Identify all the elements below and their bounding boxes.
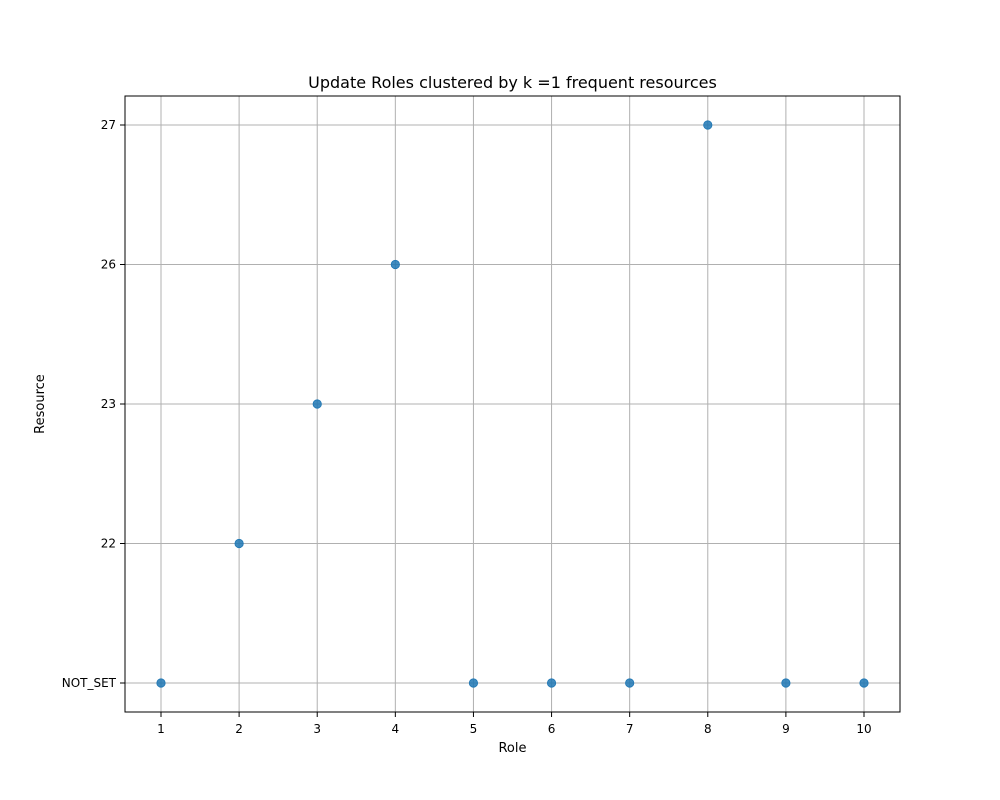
x-tick-label: 4 [392,722,400,736]
y-axis-label: Resource [33,374,48,434]
data-point [625,678,635,688]
grid [125,96,900,712]
x-axis-label: Role [498,741,526,756]
x-tick-label: 6 [548,722,556,736]
data-point [781,678,791,688]
y-tick-label: 26 [101,258,116,272]
data-point [234,538,244,549]
y-tick-label: 22 [101,537,116,551]
x-axis-ticks: 1 2 3 4 5 6 7 8 9 10 [157,712,872,736]
y-tick-label: NOT_SET [62,676,117,690]
data-point [390,259,400,270]
x-tick-label: 1 [157,722,165,736]
data-point [859,678,869,688]
x-tick-label: 3 [313,722,321,736]
y-tick-label: 23 [101,397,116,411]
x-tick-label: 10 [856,722,871,736]
data-point [312,399,322,409]
chart-title: Update Roles clustered by k =1 frequent … [308,73,717,92]
data-point [546,678,557,688]
data-point [703,120,713,130]
x-tick-label: 2 [235,722,243,736]
data-point [468,678,479,688]
x-tick-label: 9 [782,722,790,736]
data-points [156,120,869,688]
x-tick-label: 5 [470,722,478,736]
y-axis-ticks: NOT_SET 22 23 26 27 [62,118,125,690]
data-point [156,678,166,688]
x-tick-label: 7 [626,722,634,736]
x-tick-label: 8 [704,722,712,736]
y-tick-label: 27 [101,118,116,132]
